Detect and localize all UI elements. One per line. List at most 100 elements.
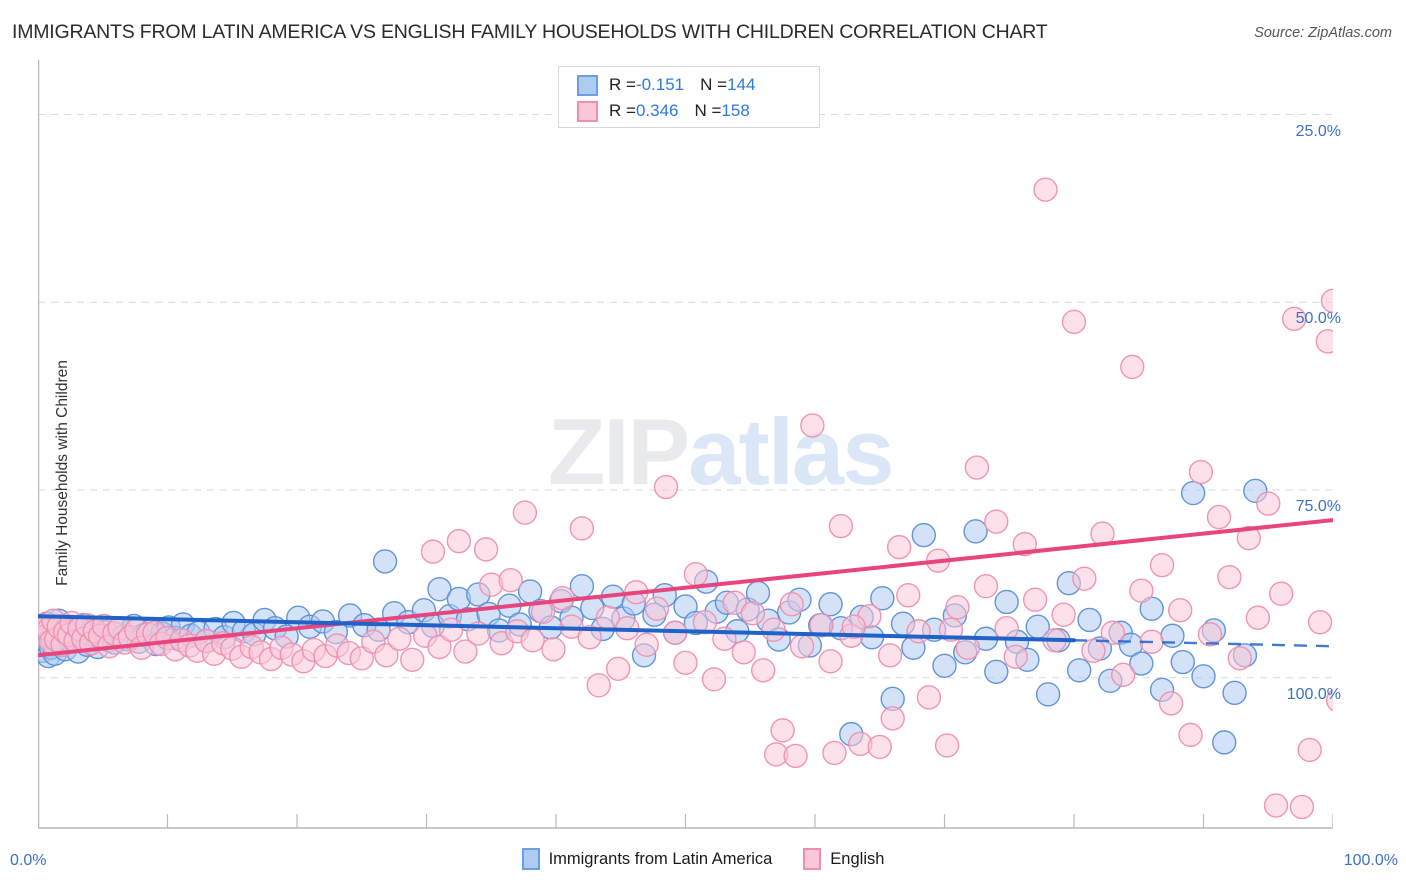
data-point (973, 573, 999, 599)
series-legend-item-blue[interactable]: Immigrants from Latin America (521, 848, 773, 870)
data-point (541, 637, 566, 662)
data-point (387, 626, 412, 651)
data-point (906, 619, 931, 644)
data-point (1281, 306, 1307, 332)
data-point (400, 647, 425, 672)
data-point (722, 590, 747, 615)
data-point (1263, 793, 1289, 818)
data-point (880, 706, 905, 731)
series-swatch-blue (521, 848, 540, 870)
data-point (1120, 354, 1145, 380)
data-point (634, 632, 659, 657)
data-point (1315, 329, 1333, 354)
data-point (984, 509, 1009, 534)
data-point (1217, 564, 1242, 590)
data-point (1066, 658, 1092, 683)
data-point (822, 740, 847, 766)
data-point (1003, 644, 1028, 669)
data-point (427, 634, 452, 660)
data-point (1191, 664, 1216, 689)
data-point (1081, 638, 1106, 663)
data-point (427, 576, 452, 602)
data-point (1022, 587, 1048, 612)
data-point (673, 650, 698, 675)
legend-swatch-pink (577, 100, 598, 122)
data-point (512, 500, 538, 525)
data-point (530, 599, 556, 624)
data-point (1245, 605, 1271, 630)
data-point (1307, 610, 1333, 635)
data-point (473, 537, 499, 562)
x-axis-max-label: 100.0% (1343, 852, 1398, 869)
data-point (916, 685, 942, 710)
data-point (577, 625, 602, 650)
x-axis-min-label: 0.0% (10, 852, 47, 869)
data-point (498, 567, 523, 593)
data-point (644, 596, 670, 621)
data-point (349, 646, 374, 671)
series-legend-item-pink[interactable]: English (803, 848, 884, 870)
n-label-pink: N = (694, 101, 722, 120)
series-legend: Immigrants from Latin America English (0, 848, 1406, 870)
trendline-latin-america (38, 614, 1076, 643)
data-point (1061, 309, 1087, 335)
stats-legend-row-pink: R = 0.346 N = 158 (577, 98, 750, 124)
data-point (818, 592, 843, 617)
data-point (1158, 691, 1184, 716)
data-point (1149, 552, 1175, 578)
data-point (779, 592, 804, 617)
data-point (896, 582, 921, 608)
data-point (1212, 730, 1237, 755)
y-axis-tick-label: 25.0% (1295, 122, 1341, 140)
data-point (963, 519, 988, 544)
data-point (783, 743, 808, 769)
data-point (932, 653, 957, 678)
legend-swatch-blue (577, 74, 598, 96)
data-point (1227, 646, 1252, 671)
trendline-english (38, 518, 1333, 658)
data-point (1206, 504, 1232, 530)
data-point (945, 595, 970, 620)
data-point (886, 534, 912, 560)
y-axis-tick-label: 75.0% (1295, 498, 1341, 516)
data-point (828, 513, 854, 539)
data-point (911, 522, 936, 548)
data-point (605, 656, 631, 681)
data-point (453, 639, 478, 664)
data-point (1051, 602, 1076, 627)
series-label-blue: Immigrants from Latin America (548, 849, 773, 868)
data-point (1325, 689, 1333, 712)
data-point (692, 610, 718, 635)
data-point (1139, 596, 1164, 621)
data-point (745, 580, 771, 606)
y-axis-tick-label: 50.0% (1295, 310, 1341, 328)
data-point (1236, 525, 1262, 551)
n-value-blue: 144 (727, 75, 756, 94)
y-axis-tick-label: 100.0% (1286, 685, 1341, 703)
data-point (870, 585, 895, 611)
data-point (1077, 607, 1102, 633)
data-point (1178, 722, 1203, 748)
r-label-blue: R = (609, 75, 636, 94)
data-point (964, 455, 990, 480)
data-point (994, 589, 1019, 615)
data-point (984, 659, 1009, 684)
data-point (1170, 649, 1195, 675)
data-point (751, 658, 776, 683)
data-point (761, 617, 786, 642)
data-point (740, 601, 766, 626)
page-title: IMMIGRANTS FROM LATIN AMERICA VS ENGLISH… (12, 21, 1048, 43)
r-value-pink: 0.346 (635, 101, 679, 120)
data-point (1180, 480, 1206, 506)
data-point (994, 616, 1019, 641)
data-point (789, 634, 815, 659)
r-label-pink: R = (609, 101, 636, 120)
data-point (1111, 662, 1136, 687)
data-point (701, 667, 727, 692)
data-point (1129, 651, 1154, 676)
data-point (1320, 288, 1333, 313)
data-point (586, 673, 611, 698)
stats-legend: R = -0.151 N = 144 R = 0.346 N = 158 (558, 66, 820, 128)
data-point (520, 628, 545, 653)
plot-area: Family Households with Children 100.0% 75… (38, 60, 1341, 840)
